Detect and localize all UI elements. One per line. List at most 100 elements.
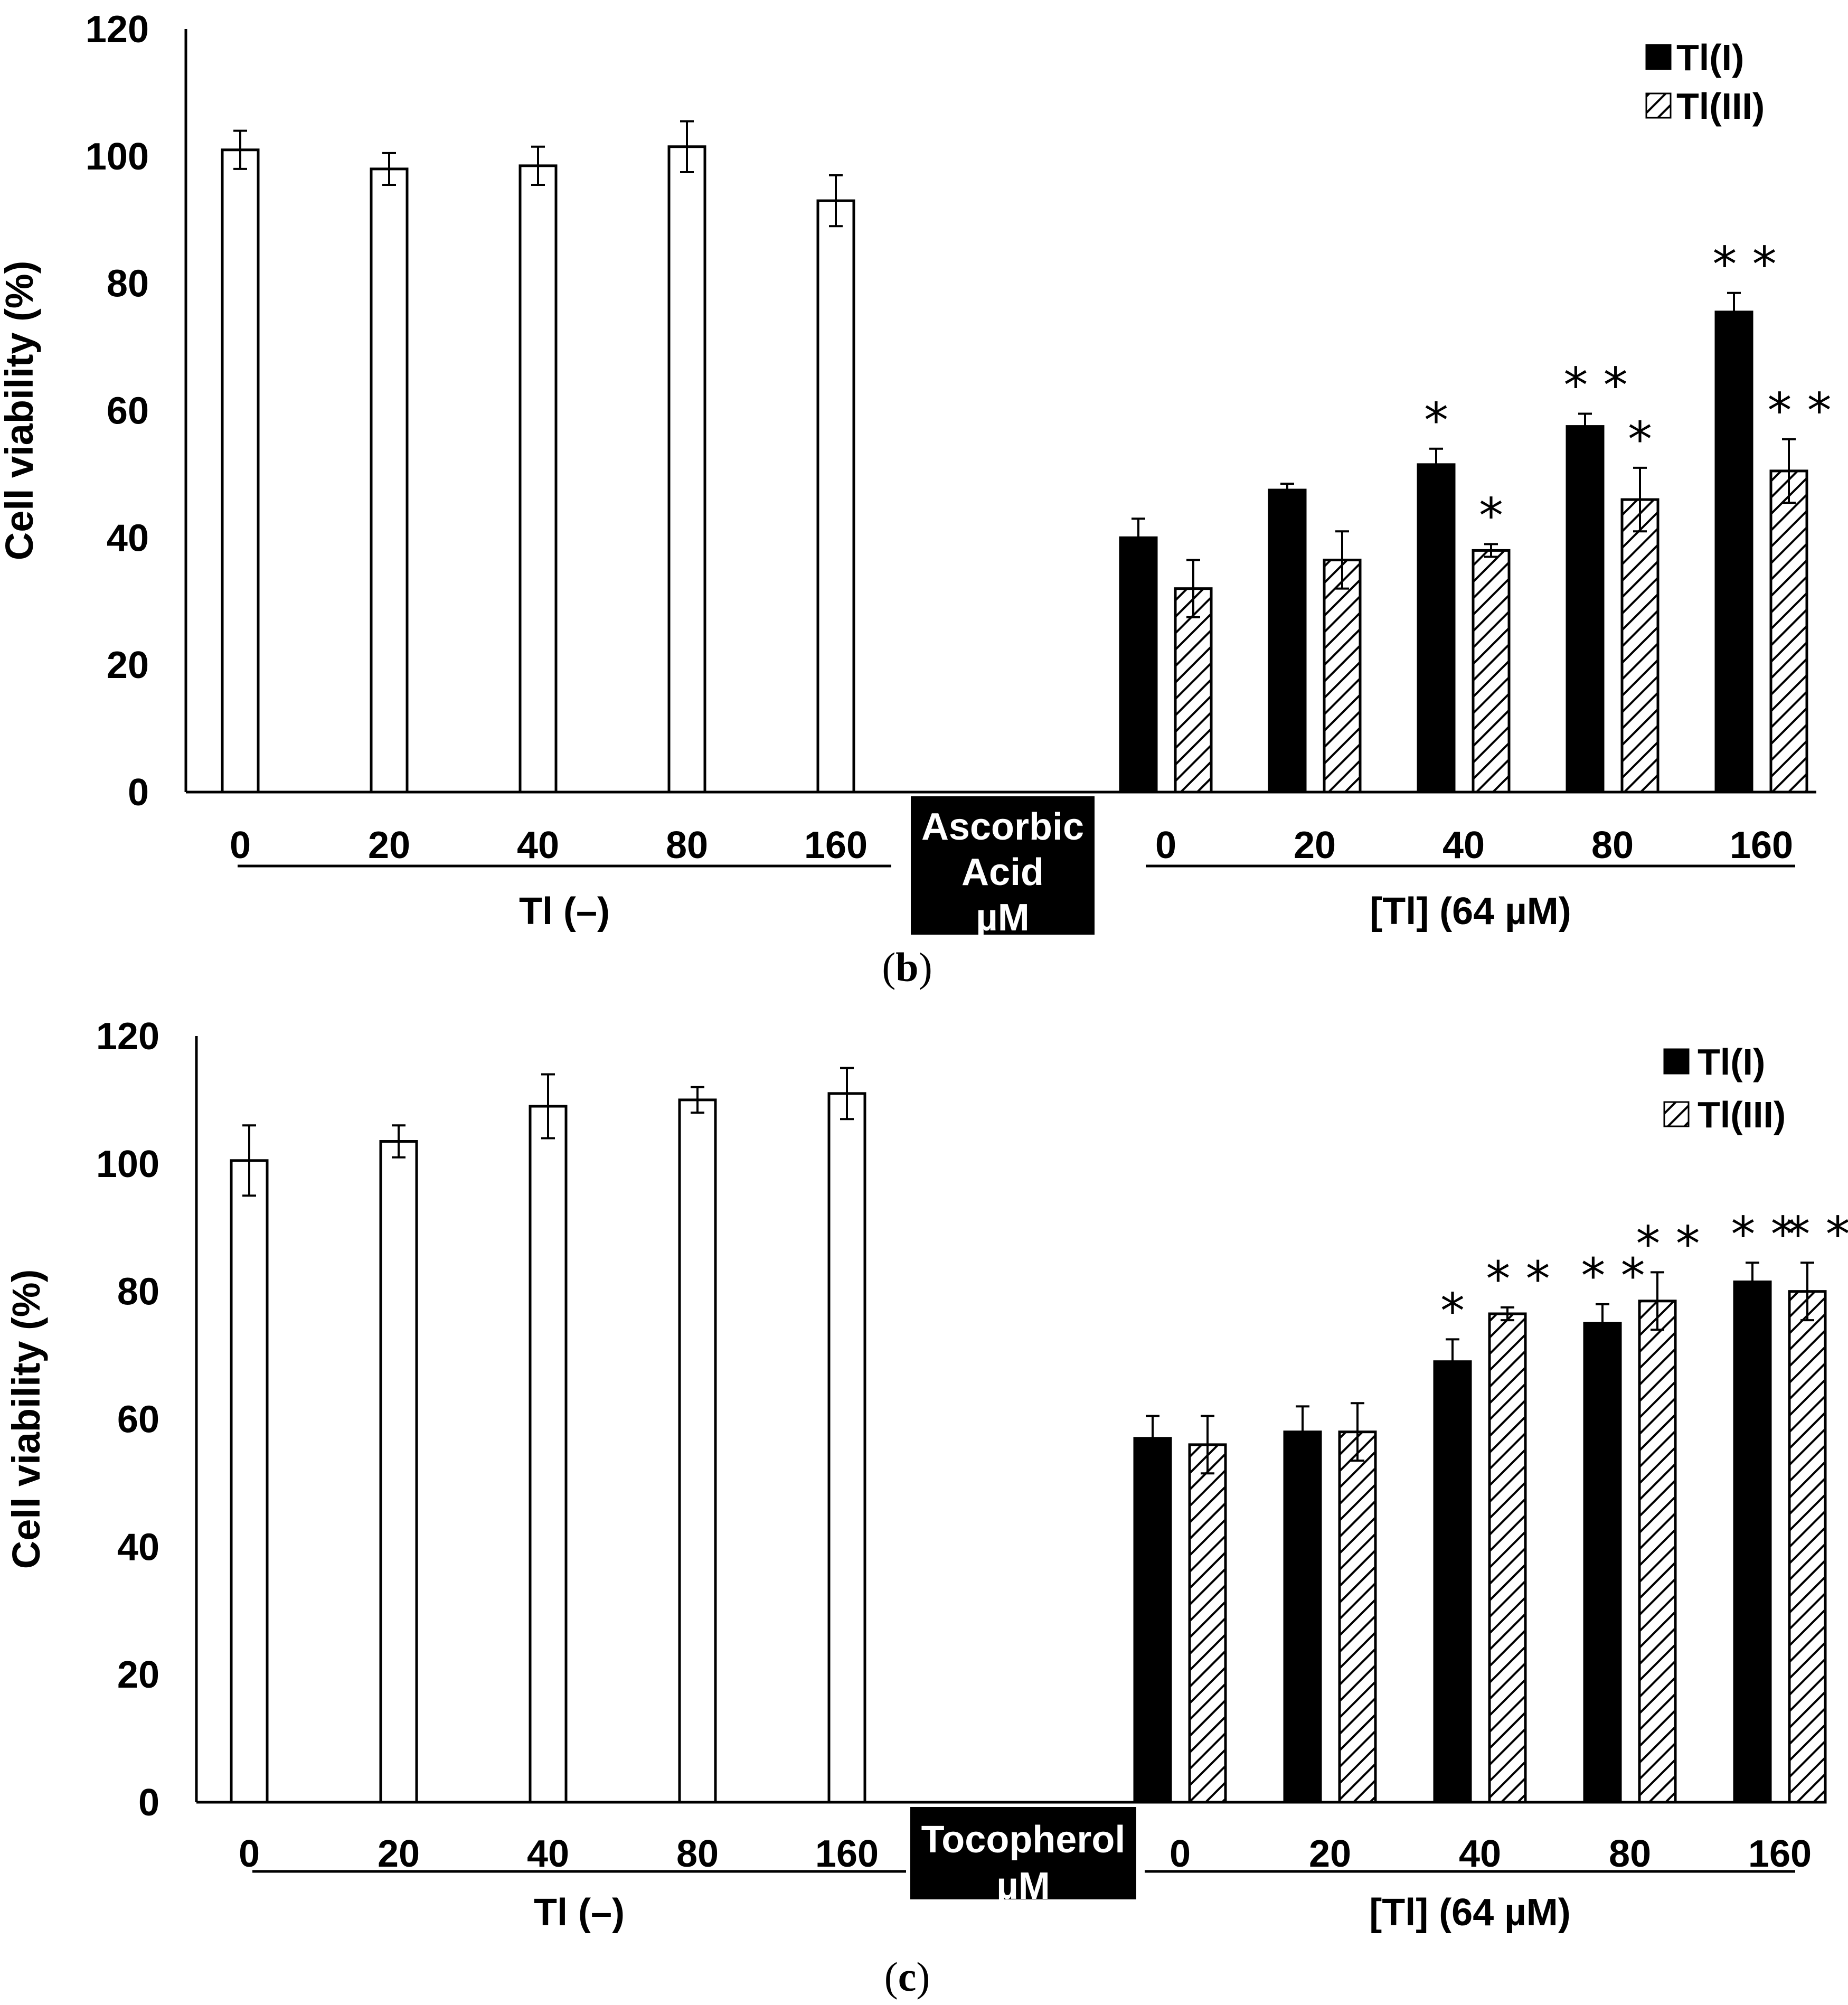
legend-swatch-tl-iii [1645, 92, 1672, 119]
category-label-treated: 20 [1309, 1833, 1351, 1875]
bar-tl-iii [1638, 1300, 1677, 1804]
y-tick-label: 40 [107, 517, 149, 559]
panel-b-caption: (b) [882, 944, 932, 990]
bar-control [529, 1105, 568, 1804]
group-label-treated: [Tl] (64 µM) [1370, 890, 1571, 933]
category-label-control: 160 [815, 1833, 879, 1875]
panel-c-caption: (c) [884, 1954, 930, 2000]
significance-marker: * [1424, 392, 1448, 449]
y-tick-label: 20 [117, 1654, 159, 1696]
significance-marker: * [1440, 1283, 1465, 1339]
category-label-control: 40 [517, 824, 559, 867]
bar-tl-i [1417, 463, 1456, 794]
category-label-treated: 80 [1591, 824, 1634, 867]
bar-tl-i [1119, 536, 1158, 794]
category-label-treated: 160 [1748, 1833, 1812, 1875]
y-tick-label: 80 [107, 263, 149, 305]
bar-tl-iii [1488, 1312, 1527, 1804]
significance-marker: * * [1712, 237, 1776, 293]
significance-marker: * * [1563, 357, 1627, 414]
additive-label-text: µM [996, 1865, 1050, 1907]
group-label-control: Tl (–) [534, 1891, 625, 1934]
legend-swatch-tl-i [1663, 1048, 1690, 1075]
y-tick-label: 60 [107, 390, 149, 432]
bar-tl-iii [1188, 1443, 1227, 1804]
significance-marker: * * [1486, 1251, 1550, 1307]
y-tick-label: 120 [86, 8, 149, 51]
additive-label-box [911, 796, 1095, 935]
significance-marker: * * [1767, 383, 1831, 439]
category-label-treated: 0 [1155, 824, 1176, 867]
y-tick-label: 100 [96, 1143, 159, 1185]
category-label-control: 160 [804, 824, 868, 867]
bar-tl-iii [1769, 469, 1808, 794]
category-label-treated: 40 [1442, 824, 1485, 867]
category-label-control: 40 [527, 1833, 569, 1875]
bar-control [221, 148, 260, 794]
bar-tl-i [1283, 1430, 1322, 1804]
bar-control [370, 167, 409, 794]
y-tick-label: 120 [96, 1015, 159, 1058]
additive-label-text: µM [976, 897, 1029, 939]
category-label-treated: 0 [1170, 1833, 1191, 1875]
category-label-treated: 20 [1294, 824, 1336, 867]
bar-tl-iii [1338, 1430, 1377, 1804]
category-label-control: 0 [230, 824, 251, 867]
bar-control [816, 199, 855, 794]
bar-tl-i [1133, 1437, 1172, 1804]
group-label-control: Tl (–) [519, 890, 610, 933]
bar-control [827, 1092, 866, 1804]
category-label-treated: 40 [1459, 1833, 1501, 1875]
category-label-control: 80 [666, 824, 708, 867]
significance-marker: * * [1731, 1206, 1795, 1263]
bar-control [667, 145, 706, 794]
y-axis-label: Cell viability (%) [0, 261, 41, 560]
additive-label-text: Tocopherol [921, 1819, 1126, 1861]
bar-control [518, 164, 558, 794]
legend-swatch-tl-iii [1663, 1101, 1690, 1127]
bar-tl-i [1268, 488, 1307, 794]
bar-control [379, 1140, 418, 1804]
significance-marker: * * [1636, 1216, 1700, 1272]
y-tick-label: 0 [128, 771, 149, 814]
category-label-control: 20 [378, 1833, 420, 1875]
additive-label-text: Ascorbic [921, 806, 1084, 848]
bar-tl-i [1714, 310, 1753, 794]
legend-swatch-tl-i [1645, 44, 1672, 70]
category-label-treated: 160 [1730, 824, 1793, 867]
bar-tl-i [1566, 425, 1605, 794]
bar-tl-i [1433, 1360, 1472, 1804]
bar-control [230, 1159, 269, 1804]
y-tick-label: 80 [117, 1271, 159, 1313]
category-label-control: 20 [368, 824, 410, 867]
significance-marker: * [1479, 487, 1503, 544]
legend-label-tl-i: Tl(I) [1676, 37, 1744, 78]
legend-label-tl-iii: Tl(III) [1676, 86, 1765, 127]
y-tick-label: 60 [117, 1399, 159, 1441]
additive-label-box [910, 1807, 1136, 1899]
category-label-treated: 80 [1609, 1833, 1651, 1875]
y-tick-label: 20 [107, 644, 149, 686]
significance-marker: * * [1786, 1206, 1848, 1263]
bar-tl-i [1583, 1322, 1622, 1804]
y-axis-label: Cell viability (%) [4, 1269, 48, 1569]
bar-tl-iii [1323, 558, 1362, 794]
bar-tl-iii [1788, 1290, 1827, 1804]
group-label-treated: [Tl] (64 µM) [1369, 1891, 1570, 1934]
bar-control [678, 1098, 717, 1804]
y-tick-label: 100 [86, 136, 149, 178]
bar-tl-iii [1174, 587, 1213, 794]
legend-label-tl-i: Tl(I) [1698, 1041, 1765, 1082]
significance-marker: * [1628, 411, 1652, 468]
additive-label-text: Acid [961, 851, 1044, 893]
y-tick-label: 40 [117, 1526, 159, 1568]
y-tick-label: 0 [138, 1782, 159, 1824]
bar-tl-iii [1472, 549, 1511, 794]
bar-tl-i [1733, 1281, 1772, 1804]
category-label-control: 0 [239, 1833, 260, 1875]
category-label-control: 80 [676, 1833, 719, 1875]
significance-marker: * * [1581, 1248, 1645, 1304]
